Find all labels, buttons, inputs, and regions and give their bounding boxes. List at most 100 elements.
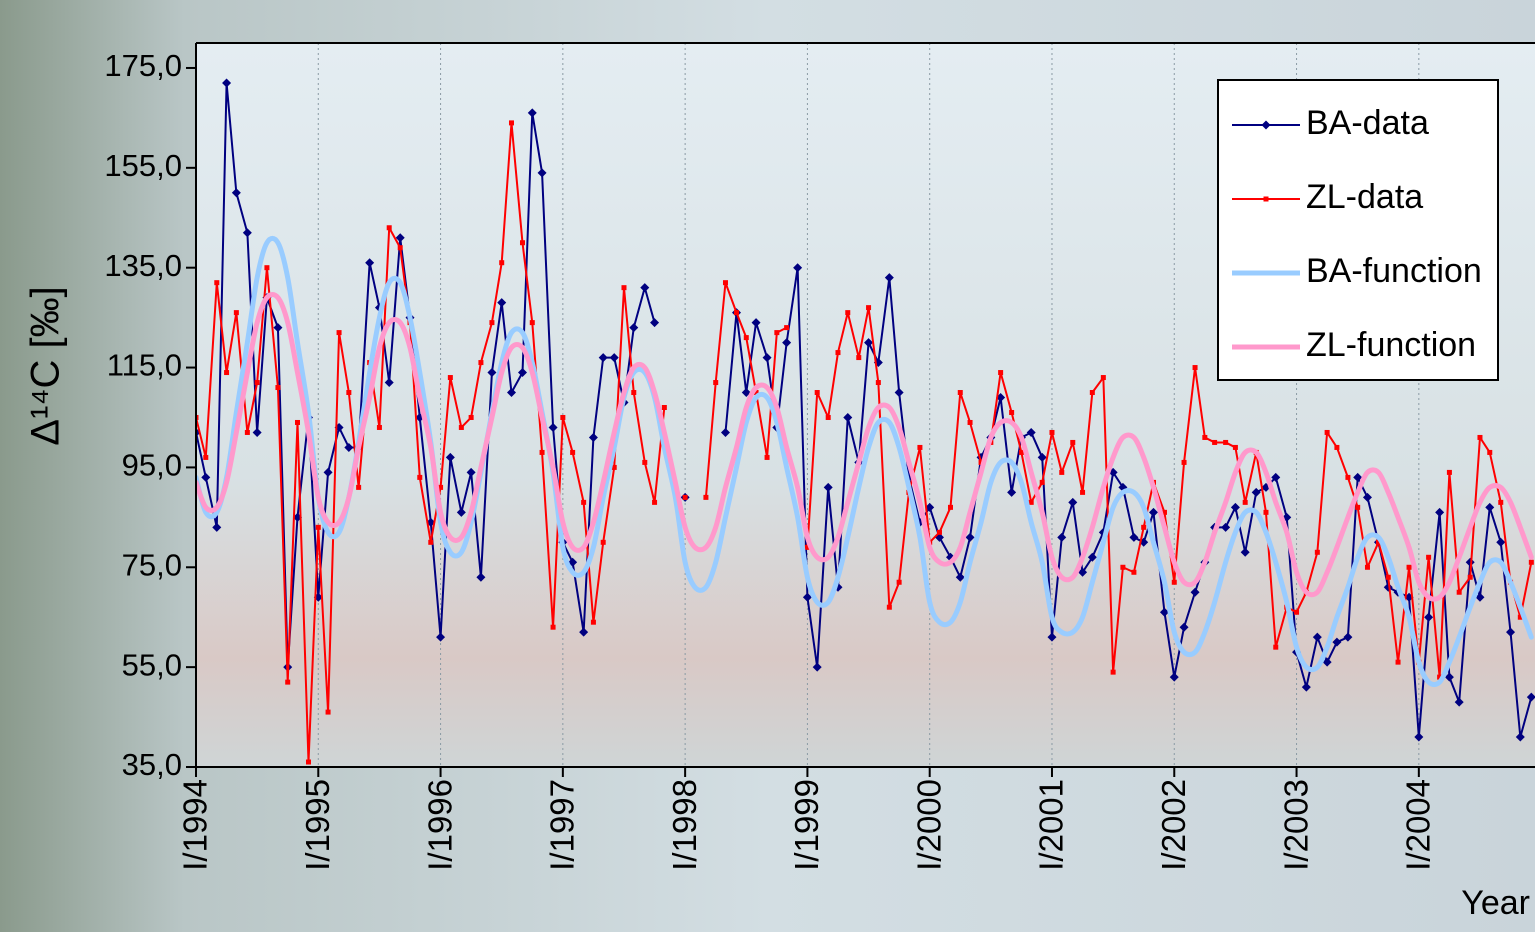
marker (662, 405, 667, 410)
marker (1426, 555, 1431, 560)
marker (723, 280, 728, 285)
marker (428, 540, 433, 545)
x-tick-label: I/1996 (421, 779, 458, 871)
marker (1233, 445, 1238, 450)
marker (530, 320, 535, 325)
marker (998, 370, 1003, 375)
marker (897, 580, 902, 585)
marker (285, 680, 290, 685)
marker (1070, 440, 1075, 445)
marker (1315, 550, 1320, 555)
marker (1294, 610, 1299, 615)
marker (1172, 580, 1177, 585)
marker (1131, 570, 1136, 575)
marker (652, 500, 657, 505)
marker (356, 485, 361, 490)
marker (774, 330, 779, 335)
marker (835, 350, 840, 355)
marker (1487, 450, 1492, 455)
marker (937, 530, 942, 535)
x-tick-label: I/2000 (910, 779, 947, 871)
y-axis-label: Δ¹⁴C [‰] (24, 286, 68, 445)
marker (1141, 525, 1146, 530)
legend-label: BA-data (1306, 104, 1429, 142)
marker (459, 425, 464, 430)
legend-label: ZL-data (1306, 178, 1423, 216)
x-tick-label: I/1997 (544, 779, 581, 871)
marker (958, 390, 963, 395)
marker (948, 505, 953, 510)
marker (398, 245, 403, 250)
marker (1396, 660, 1401, 665)
marker (1101, 375, 1106, 380)
marker (275, 385, 280, 390)
marker (866, 305, 871, 310)
marker (1080, 490, 1085, 495)
marker (765, 455, 770, 460)
marker (316, 525, 321, 530)
marker (1355, 505, 1360, 510)
marker (551, 625, 556, 630)
y-tick-label: 135,0 (104, 248, 182, 283)
y-tick-label: 175,0 (104, 48, 182, 83)
x-axis-label: Year (1461, 884, 1530, 922)
y-tick-label: 75,0 (122, 547, 182, 582)
x-tick-label: I/1999 (788, 779, 825, 871)
x-tick-label: I/1995 (299, 779, 336, 871)
marker (1457, 590, 1462, 595)
marker (520, 240, 525, 245)
marker (1498, 500, 1503, 505)
legend-label: ZL-function (1306, 326, 1476, 364)
marker (448, 375, 453, 380)
marker (234, 310, 239, 315)
y-tick-label: 35,0 (122, 747, 182, 782)
marker (845, 310, 850, 315)
marker (1334, 445, 1339, 450)
y-tick-label: 115,0 (107, 348, 182, 383)
marker (224, 370, 229, 375)
marker (1345, 475, 1350, 480)
marker (264, 265, 269, 270)
y-tick-label: 95,0 (122, 448, 182, 483)
marker (968, 420, 973, 425)
x-tick-label: I/2004 (1400, 779, 1437, 871)
marker (1447, 470, 1452, 475)
marker (1059, 470, 1064, 475)
marker (876, 380, 881, 385)
page: {"chart_data": {"type": "line", "ylabel"… (0, 0, 1535, 932)
marker (1223, 440, 1228, 445)
marker (1040, 480, 1045, 485)
marker (621, 285, 626, 290)
marker (1407, 565, 1412, 570)
legend-marker (1264, 197, 1269, 202)
marker (245, 430, 250, 435)
marker (478, 360, 483, 365)
marker (1325, 430, 1330, 435)
marker (337, 330, 342, 335)
marker (1090, 390, 1095, 395)
marker (489, 320, 494, 325)
x-tick-label: I/2002 (1155, 779, 1192, 871)
marker (387, 225, 392, 230)
marker (1193, 365, 1198, 370)
marker (214, 280, 219, 285)
marker (570, 450, 575, 455)
marker (1273, 645, 1278, 650)
marker (784, 325, 789, 330)
marker (469, 415, 474, 420)
marker (306, 760, 311, 765)
marker (581, 500, 586, 505)
marker (540, 450, 545, 455)
marker (1365, 565, 1370, 570)
legend: BA-dataZL-dataBA-functionZL-function (1218, 80, 1498, 380)
marker (734, 310, 739, 315)
marker (1468, 575, 1473, 580)
marker (295, 420, 300, 425)
marker (1120, 565, 1125, 570)
x-tick-label: I/1994 (177, 779, 214, 871)
marker (591, 620, 596, 625)
marker (601, 540, 606, 545)
marker (1202, 435, 1207, 440)
marker (1009, 410, 1014, 415)
marker (703, 495, 708, 500)
